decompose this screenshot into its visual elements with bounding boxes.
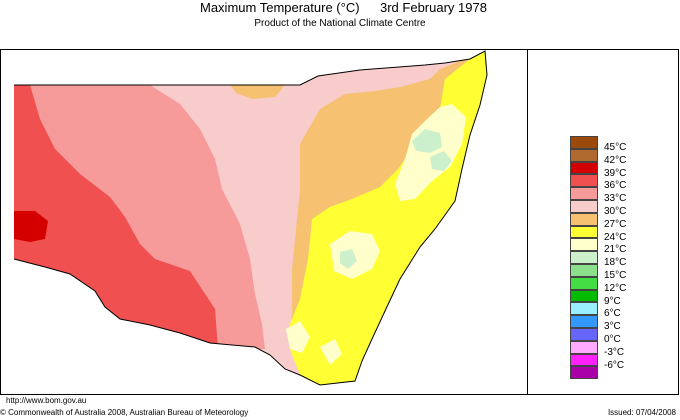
legend-label: 36°C (604, 180, 627, 192)
legend-item: 0°C (570, 327, 660, 345)
legend-item: 39°C (570, 161, 660, 179)
state-outline (13, 50, 488, 386)
legend-label: -3°C (604, 346, 625, 358)
issued-date: Issued: 07/04/2008 (607, 408, 676, 417)
legend: 45°C 42°C 39°C 36°C 33°C 30°C 27°C 24°C 21°C 18°C… (570, 136, 660, 380)
legend-swatch (570, 187, 598, 200)
legend-swatch (570, 251, 598, 264)
region-24c-south (286, 321, 310, 353)
legend-item: 12°C (570, 276, 660, 294)
legend-item: 18°C (570, 251, 660, 268)
title-bar: Maximum Temperature (°C) 3rd February 19… (0, 0, 680, 18)
legend-item: 6°C (570, 302, 660, 319)
region-21c-patch-2 (430, 151, 452, 171)
region-24c-coast (320, 339, 342, 365)
legend-swatch (570, 366, 598, 380)
legend-swatch (570, 225, 598, 239)
legend-item: 33°C (570, 187, 660, 204)
region-21c-patch-1 (412, 129, 442, 153)
legend-swatch (570, 238, 598, 252)
legend-swatch (570, 276, 598, 290)
legend-label: 12°C (604, 282, 627, 294)
legend-swatch (570, 199, 598, 213)
legend-swatch (570, 289, 598, 303)
map-frame (0, 49, 679, 395)
legend-item: 45°C (570, 136, 660, 153)
legend-item: 24°C (570, 225, 660, 243)
legend-swatch (570, 263, 598, 277)
legend-label: 3°C (604, 321, 621, 333)
legend-swatch (570, 174, 598, 188)
legend-item: 42°C (570, 148, 660, 166)
legend-label: 0°C (604, 333, 621, 345)
legend-label: 15°C (604, 269, 627, 281)
map-date: 3rd February 1978 (380, 0, 487, 15)
legend-swatch (570, 302, 598, 316)
copyright-notice: © Commonwealth of Australia 2008, Austra… (0, 408, 249, 417)
legend-label: 39°C (604, 167, 627, 179)
legend-swatch (570, 212, 598, 226)
map-subtitle: Product of the National Climate Centre (254, 18, 426, 29)
legend-panel-border (527, 49, 679, 395)
legend-item: 21°C (570, 238, 660, 255)
legend-swatch (570, 161, 598, 175)
source-url: http://www.bom.gov.au (6, 396, 87, 405)
legend-label: 27°C (604, 218, 627, 230)
legend-label: 6°C (604, 308, 621, 320)
legend-swatch (570, 136, 598, 149)
legend-item: 9°C (570, 289, 660, 307)
legend-swatch (570, 148, 598, 162)
legend-item: -6°C (570, 353, 660, 371)
legend-label: 9°C (604, 295, 621, 307)
legend-item: -3°C (570, 340, 660, 358)
legend-swatch (570, 327, 598, 341)
legend-label: 42°C (604, 154, 627, 166)
legend-swatch (570, 340, 598, 354)
legend-label: 30°C (604, 205, 627, 217)
region-24c-central (330, 231, 380, 279)
region-21c-patch-3 (340, 249, 357, 269)
legend-label: 21°C (604, 244, 627, 256)
legend-swatch (570, 315, 598, 328)
region-39c-patch (14, 211, 48, 242)
legend-label: 24°C (604, 231, 627, 243)
legend-label: -6°C (604, 359, 625, 371)
legend-label: 18°C (604, 257, 627, 269)
legend-label: 33°C (604, 193, 627, 205)
legend-item (570, 366, 660, 380)
legend-item: 3°C (570, 315, 660, 332)
legend-item: 36°C (570, 174, 660, 191)
map-title: Maximum Temperature (°C) (200, 0, 360, 15)
legend-item: 30°C (570, 199, 660, 217)
legend-item: 27°C (570, 212, 660, 230)
legend-swatch (570, 353, 598, 367)
legend-label: 45°C (604, 142, 627, 153)
legend-item: 15°C (570, 263, 660, 281)
